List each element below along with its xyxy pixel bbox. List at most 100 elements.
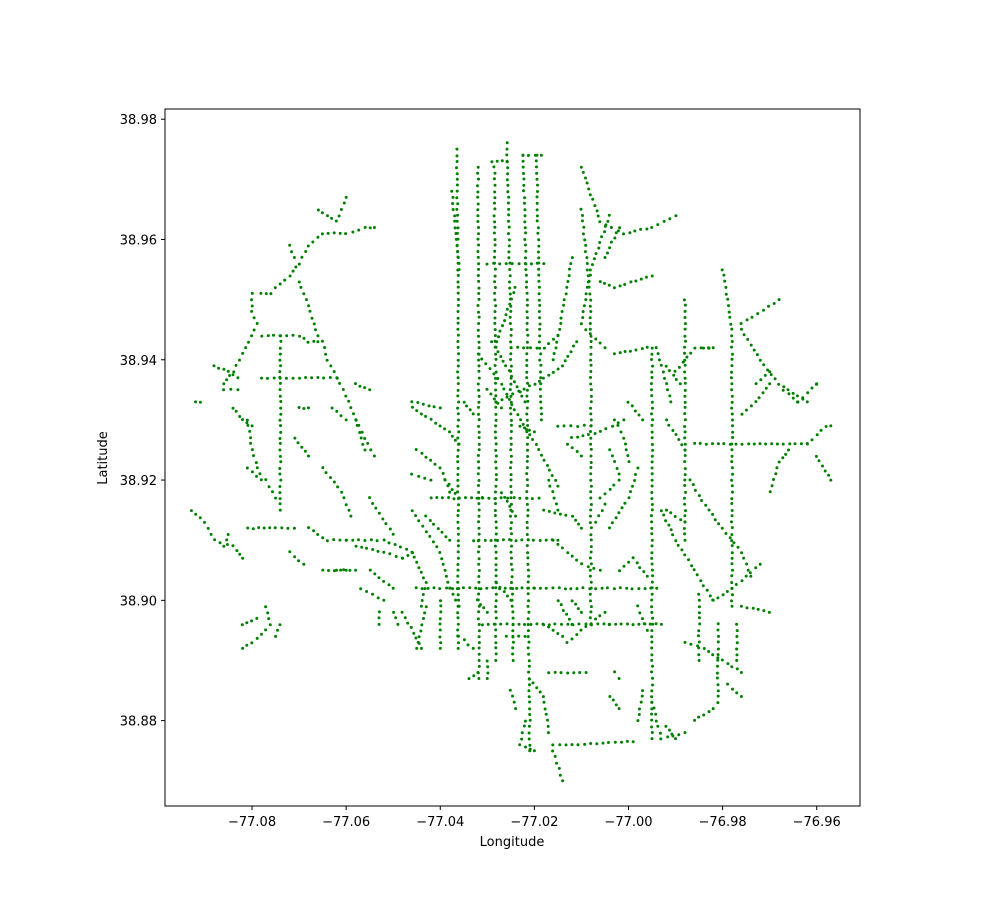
data-point [279, 478, 283, 482]
data-point [476, 255, 480, 259]
data-point [645, 345, 649, 349]
data-point [740, 579, 744, 583]
data-point [499, 622, 503, 626]
data-point [482, 606, 486, 610]
data-point [525, 340, 529, 344]
data-point [735, 667, 739, 671]
data-point [414, 448, 418, 451]
data-point [542, 346, 546, 350]
data-point [457, 442, 461, 446]
data-point [511, 659, 515, 662]
data-point [476, 472, 480, 476]
data-point [492, 622, 496, 626]
data-point [494, 405, 498, 409]
data-point [747, 442, 751, 446]
data-point [260, 632, 263, 636]
data-point [427, 404, 431, 408]
data-point [298, 376, 301, 380]
data-point [641, 689, 644, 693]
data-point [716, 694, 720, 698]
data-point [335, 568, 338, 572]
data-point [526, 538, 530, 542]
data-point [547, 731, 550, 735]
data-point [631, 556, 635, 560]
data-point [456, 593, 460, 597]
data-point [731, 490, 734, 494]
data-point [740, 551, 744, 555]
data-point [388, 552, 392, 556]
data-point [420, 451, 424, 455]
data-point [307, 454, 310, 458]
data-point [455, 244, 459, 248]
data-point [589, 382, 593, 386]
data-point [512, 291, 516, 295]
data-point [493, 249, 497, 253]
data-point [477, 550, 480, 554]
data-point [420, 623, 424, 627]
data-point [824, 425, 828, 428]
data-point [424, 414, 428, 418]
data-point [716, 442, 720, 446]
data-point [556, 334, 560, 338]
data-point [730, 497, 734, 501]
data-point [453, 219, 457, 223]
data-point [699, 579, 703, 583]
data-point [344, 394, 348, 398]
data-point [697, 605, 701, 609]
data-point [456, 250, 460, 254]
data-point [344, 538, 348, 542]
data-point [611, 424, 615, 428]
data-point [579, 165, 583, 169]
data-point [475, 496, 479, 500]
data-point [716, 664, 719, 668]
data-point [580, 562, 584, 566]
data-point [723, 279, 727, 283]
data-point [422, 617, 425, 620]
data-point [456, 412, 460, 416]
data-point [523, 220, 527, 224]
data-point [304, 250, 308, 253]
data-point [631, 740, 635, 744]
data-point [589, 461, 593, 464]
data-point [722, 273, 726, 277]
data-point [716, 683, 720, 687]
data-point [583, 238, 587, 242]
data-point [559, 603, 563, 607]
data-point [457, 634, 460, 638]
data-point [419, 629, 423, 633]
data-point [525, 370, 529, 374]
data-point [250, 470, 254, 474]
data-point [354, 418, 358, 422]
data-point [534, 443, 538, 446]
data-point [559, 671, 563, 675]
data-point [238, 552, 242, 556]
data-point [279, 412, 283, 416]
data-point [368, 496, 372, 500]
data-point [417, 566, 421, 570]
data-point [541, 376, 545, 380]
data-point [516, 345, 520, 349]
data-point [375, 539, 379, 543]
data-point [493, 316, 497, 320]
data-point [454, 598, 458, 602]
data-point [248, 429, 252, 433]
data-point [493, 243, 497, 247]
y-tick-label: 38.90 [120, 594, 157, 609]
data-point [266, 334, 270, 338]
data-point [431, 540, 435, 544]
data-point [650, 737, 654, 741]
data-point [650, 526, 654, 530]
data-point [542, 458, 546, 462]
data-point [349, 406, 353, 410]
data-point [250, 619, 254, 623]
data-point [689, 642, 693, 646]
data-point [493, 267, 497, 271]
data-point [597, 514, 601, 518]
data-point [374, 506, 378, 510]
data-point [320, 232, 324, 236]
data-point [465, 404, 468, 408]
data-point [775, 442, 779, 446]
data-point [527, 428, 531, 432]
data-point [730, 382, 734, 386]
